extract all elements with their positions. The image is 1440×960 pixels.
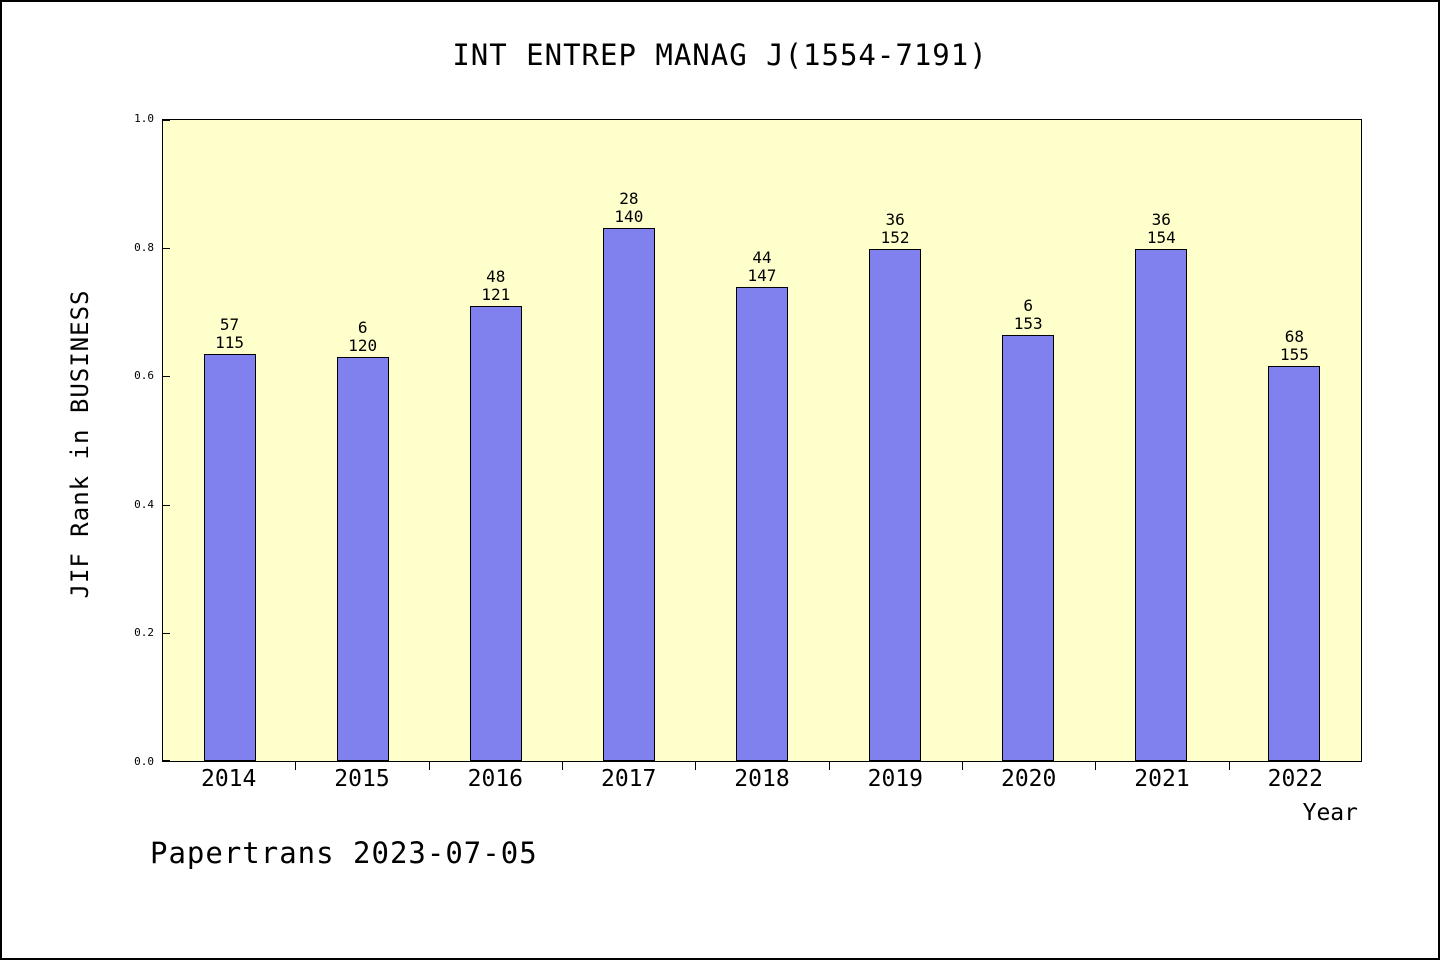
bar-label-top: 6 (1023, 296, 1034, 316)
plot-area: 57 115 6 120 48 121 28 140 44 147 36 152 6 153 36 154 68… (162, 119, 1362, 762)
y-tick-mark (163, 247, 170, 249)
bar (469, 305, 522, 761)
bar-label-bottom: 152 (880, 228, 910, 248)
y-tick-mark (163, 504, 170, 506)
bar-group: 48 121 (429, 120, 562, 761)
bar (1268, 366, 1321, 761)
bar-value-labels: 6 120 (348, 319, 377, 355)
bar (735, 286, 788, 761)
bar-group: 68 155 (1228, 120, 1361, 761)
y-tick-mark (163, 760, 170, 761)
bar-label-top: 36 (885, 210, 905, 230)
y-tick-label: 1.0 (134, 112, 154, 125)
watermark-text: Papertrans 2023-07-05 (150, 836, 538, 870)
bar (1002, 335, 1055, 761)
x-tick-mark (828, 762, 830, 770)
bar-group: 28 140 (562, 120, 695, 761)
bar-value-labels: 57 115 (215, 314, 244, 352)
y-tick-label: 0.6 (134, 369, 154, 383)
x-axis-label: Year (1302, 800, 1358, 826)
bar-group: 36 154 (1095, 120, 1228, 761)
x-tick-mark (295, 762, 297, 770)
x-tick-label: 2016 (467, 766, 524, 792)
bar (1135, 249, 1188, 761)
bar-label-top: 68 (1284, 327, 1305, 347)
x-tick-mark (695, 762, 697, 770)
bar-label-bottom: 121 (481, 284, 511, 304)
bar-value-labels: 48 121 (481, 266, 511, 304)
bar (203, 353, 256, 761)
bar-group: 6 120 (296, 120, 429, 761)
x-tick-label: 2014 (200, 766, 257, 792)
bar-value-labels: 68 155 (1280, 328, 1309, 364)
bar-label-bottom: 155 (1279, 345, 1309, 365)
bar-label-bottom: 120 (348, 336, 378, 356)
x-tick-label: 2018 (734, 766, 790, 792)
bar-group: 36 152 (829, 120, 962, 761)
bar-label-bottom: 153 (1013, 314, 1043, 334)
bar (336, 357, 389, 761)
bar-label-top: 48 (486, 266, 506, 286)
x-tick-label: 2017 (600, 766, 657, 792)
bar-value-labels: 6 153 (1014, 297, 1043, 333)
bar-group: 6 153 (962, 120, 1095, 761)
bar-label-bottom: 115 (215, 332, 244, 352)
bar-label-top: 6 (357, 318, 368, 338)
bar-label-top: 36 (1151, 210, 1171, 230)
bar-label-top: 28 (619, 188, 639, 208)
y-axis-label: JIF Rank in BUSINESS (66, 289, 94, 599)
x-tick-mark (1095, 762, 1097, 770)
bar (869, 249, 922, 761)
chart-title: INT ENTREP MANAG J(1554-7191) (452, 38, 988, 72)
y-tick-mark (163, 376, 170, 378)
x-tick-label: 2019 (867, 766, 924, 792)
x-tick-label: 2015 (334, 766, 390, 792)
bar-group: 44 147 (695, 120, 828, 761)
bar-label-top: 44 (752, 247, 772, 267)
x-tick-label: 2020 (1000, 766, 1057, 792)
bar-value-labels: 36 154 (1147, 211, 1176, 247)
x-tick-mark (428, 762, 430, 770)
x-tick-mark (562, 762, 563, 770)
bar-group: 57 115 (163, 120, 296, 761)
bar-value-labels: 28 140 (614, 188, 644, 226)
bar-value-labels: 36 152 (881, 211, 910, 247)
x-tick-label: 2022 (1267, 766, 1324, 792)
y-tick-label: 0.8 (134, 240, 154, 254)
bar-label-bottom: 147 (747, 265, 777, 285)
x-tick-mark (1228, 762, 1230, 770)
y-tick-mark (163, 633, 170, 635)
x-tick-label: 2021 (1134, 766, 1190, 792)
bar-value-labels: 44 147 (747, 247, 777, 285)
y-tick-mark (163, 120, 170, 121)
bar (602, 227, 655, 761)
bar-label-top: 57 (219, 314, 240, 334)
y-tick-label: 0.0 (134, 755, 154, 768)
y-tick-label: 0.2 (134, 626, 154, 640)
x-tick-mark (962, 762, 963, 770)
bar-label-bottom: 140 (614, 206, 644, 226)
y-tick-label: 0.4 (134, 497, 154, 511)
bar-label-bottom: 154 (1146, 228, 1176, 248)
